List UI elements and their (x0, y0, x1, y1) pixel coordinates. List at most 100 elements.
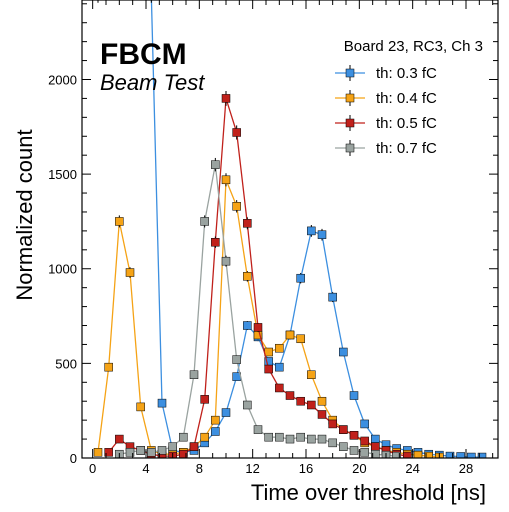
legend-marker (345, 93, 355, 103)
data-point (221, 408, 231, 417)
data-point (104, 448, 113, 457)
x-tick-label: 16 (299, 461, 313, 476)
data-point (285, 330, 295, 340)
data-point (307, 226, 316, 236)
data-point (349, 391, 359, 400)
data-point (200, 217, 209, 226)
data-point (136, 402, 145, 412)
data-point (168, 442, 177, 451)
data-point (296, 432, 305, 442)
data-point (125, 448, 135, 457)
data-point (317, 230, 327, 239)
data-point (221, 256, 231, 266)
data-point (275, 383, 284, 393)
legend-entry: th: 0.3 fC (335, 65, 437, 82)
legend-label: th: 0.5 fC (376, 115, 437, 132)
data-point (285, 434, 295, 444)
data-point (360, 436, 369, 446)
data-point (264, 347, 273, 357)
x-axis-title: Time over threshold [ns] (251, 480, 486, 505)
axis-layer: 0 4 8 12 16 20 24 28 0 500 1000 1500 2000 (48, 0, 498, 476)
data-point (125, 268, 135, 277)
data-point (104, 362, 113, 372)
data-point (253, 323, 263, 332)
data-point (136, 446, 145, 455)
data-point (157, 398, 167, 408)
series-group (115, 157, 401, 458)
legend-marker (345, 118, 355, 128)
series-layer (93, 0, 487, 458)
data-point (349, 446, 359, 455)
data-point (115, 434, 124, 444)
data-point (264, 364, 273, 374)
data-point (371, 442, 380, 451)
x-tick-label: 0 (89, 461, 96, 476)
x-tick-label: 28 (459, 461, 473, 476)
legend-label: th: 0.3 fC (376, 65, 437, 82)
data-point (445, 451, 455, 458)
x-tick-label: 4 (142, 461, 149, 476)
data-point (221, 94, 231, 103)
data-point (360, 419, 369, 429)
data-point (275, 343, 284, 353)
legend-marker (345, 143, 355, 153)
data-point (211, 427, 220, 436)
legend-label: th: 0.7 fC (376, 140, 437, 157)
data-point (243, 400, 252, 410)
series-line (108, 98, 408, 457)
data-point (115, 217, 124, 226)
data-point (296, 396, 305, 406)
data-point (296, 334, 305, 344)
data-point (360, 448, 369, 457)
data-point (147, 448, 156, 457)
data-point (264, 432, 273, 442)
data-point (179, 432, 188, 442)
data-point (424, 451, 433, 458)
legend-entry: th: 0.7 fC (335, 140, 437, 157)
series-line (119, 164, 397, 457)
data-point (243, 321, 252, 330)
data-point (413, 450, 423, 458)
data-point (339, 425, 348, 434)
data-point (371, 434, 380, 444)
y-tick-label: 1500 (48, 167, 77, 182)
data-point (221, 175, 231, 185)
data-point (232, 202, 241, 211)
data-point (328, 419, 337, 429)
series-group (93, 173, 444, 458)
data-point (243, 272, 252, 281)
plot-frame (81, 0, 499, 459)
data-point (200, 432, 209, 442)
x-tick-label: 12 (245, 461, 259, 476)
data-point (232, 355, 241, 364)
data-point (339, 442, 348, 451)
legend-entry: th: 0.5 fC (335, 115, 437, 132)
series-group (104, 90, 412, 458)
data-point (349, 431, 359, 440)
data-point (296, 273, 305, 283)
y-tick-label: 500 (55, 356, 77, 371)
data-point (232, 128, 241, 137)
data-point (328, 292, 337, 302)
x-tick-label: 8 (196, 461, 203, 476)
y-tick-label: 2000 (48, 72, 77, 87)
data-point (285, 391, 295, 400)
data-point (189, 370, 199, 379)
data-point (456, 452, 465, 458)
data-point (211, 160, 220, 169)
y-axis-title: Normalized count (12, 129, 37, 300)
data-point (317, 434, 327, 444)
data-point (275, 362, 284, 372)
legend-header: Board 23, RC3, Ch 3 (344, 38, 483, 55)
data-point (243, 219, 252, 228)
data-point (93, 448, 103, 457)
data-point (307, 400, 316, 410)
data-point (467, 452, 476, 458)
data-point (211, 237, 220, 247)
data-point (157, 446, 167, 455)
legend: Board 23, RC3, Ch 3 th: 0.3 fC th: 0.4 fC… (335, 38, 483, 157)
data-point (392, 451, 401, 458)
data-point (200, 395, 209, 404)
data-point (307, 370, 316, 379)
